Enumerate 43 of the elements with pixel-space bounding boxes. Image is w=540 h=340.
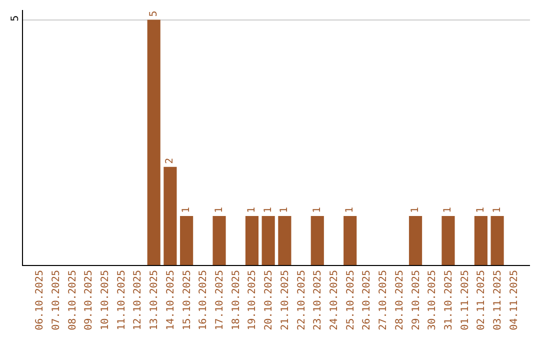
x-tick-label: 07.10.2025 — [50, 270, 62, 330]
data-label: 1 — [410, 206, 422, 213]
data-label: 1 — [181, 206, 192, 213]
x-tick-label: 28.10.2025 — [394, 270, 406, 330]
x-tick-label: 03.11.2025 — [492, 270, 504, 330]
data-label: 1 — [475, 206, 486, 213]
data-label: 1 — [262, 206, 274, 213]
x-tick-label: 13.10.2025 — [149, 270, 160, 330]
x-tick-label: 16.10.2025 — [198, 270, 210, 330]
x-tick-label: 12.10.2025 — [132, 270, 144, 330]
x-tick-label: 27.10.2025 — [378, 270, 390, 330]
x-tick-label: 15.10.2025 — [182, 270, 193, 330]
data-label: 5 — [148, 10, 160, 17]
x-tick-label: 20.10.2025 — [264, 270, 275, 330]
x-tick-label: 01.11.2025 — [460, 270, 471, 330]
x-tick-label: 24.10.2025 — [328, 270, 340, 330]
x-tick-label: 25.10.2025 — [345, 270, 356, 330]
x-tick-label: 21.10.2025 — [280, 270, 291, 330]
data-label: 1 — [279, 206, 290, 213]
data-label: 1 — [492, 206, 503, 213]
x-tick-label: 02.11.2025 — [476, 270, 488, 330]
x-tick-label: 08.10.2025 — [67, 270, 78, 330]
data-label: 1 — [312, 206, 323, 213]
x-tick-label: 06.10.2025 — [34, 270, 46, 330]
data-label: 1 — [246, 206, 258, 213]
x-tick-label: 30.10.2025 — [427, 270, 438, 330]
data-label: 1 — [442, 206, 454, 213]
x-tick-label: 26.10.2025 — [362, 270, 373, 330]
x-tick-label: 10.10.2025 — [100, 270, 112, 330]
x-tick-label: 23.10.2025 — [312, 270, 324, 330]
x-tick-label: 14.10.2025 — [165, 270, 176, 330]
data-label: 1 — [344, 206, 356, 213]
x-tick-label: 17.10.2025 — [214, 270, 226, 330]
data-label: 1 — [214, 206, 225, 213]
x-tick-label: 04.11.2025 — [508, 270, 520, 330]
x-tick-label: 31.10.2025 — [443, 270, 454, 330]
x-tick-label: 29.10.2025 — [410, 270, 422, 330]
x-tick-label: 18.10.2025 — [230, 270, 242, 330]
data-label: 2 — [164, 158, 176, 164]
x-tick-label: 22.10.2025 — [296, 270, 308, 330]
x-tick-label: 19.10.2025 — [247, 270, 258, 330]
x-tick-label: 11.10.2025 — [116, 270, 128, 330]
x-tick-label: 09.10.2025 — [84, 270, 95, 330]
